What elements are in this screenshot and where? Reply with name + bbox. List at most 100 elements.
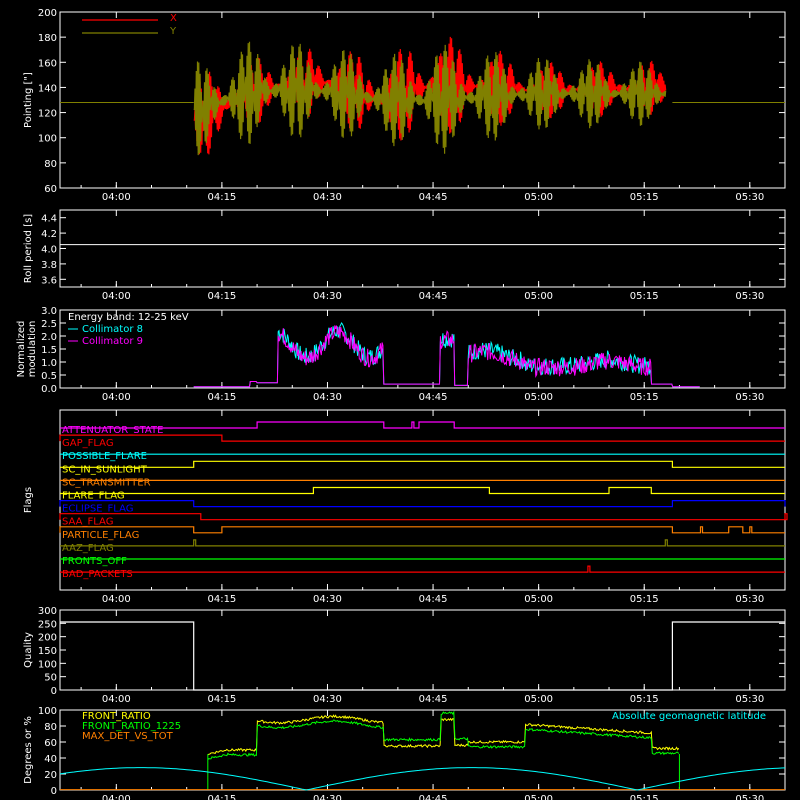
y-tick-label: 0.0	[41, 384, 57, 395]
flag-label: BAD_PACKETS	[62, 569, 133, 580]
x-tick-label: 04:15	[207, 192, 236, 203]
legend-label-collimator-8: Collimator 8	[82, 324, 143, 335]
legend-label-max-det-vs-tot: MAX_DET_VS_TOT	[82, 731, 174, 742]
flag-label: AAZ_FLAG	[62, 543, 114, 554]
x-tick-label: 05:30	[735, 192, 764, 203]
y-tick-label: 4.0	[41, 245, 57, 256]
y-tick-label: 250	[38, 619, 57, 630]
x-tick-label: 04:15	[207, 694, 236, 705]
y-tick-label: 0	[51, 786, 57, 797]
panel-ratios: 04:00 04:15 04:30 04:45 05:00 05:15 05:30 Degre…	[23, 706, 786, 800]
x-tick-label: 05:00	[524, 291, 553, 302]
flag-label: ATTENUATOR_STATE	[62, 425, 163, 436]
y-tick-label: 60	[44, 184, 57, 195]
y-tick-label: 150	[38, 646, 57, 657]
y-tick-label: 20	[44, 770, 57, 781]
x-tick-label: 05:00	[524, 392, 553, 403]
flag-label: SC_TRANSMITTER	[62, 477, 151, 488]
y-tick-label: 160	[38, 58, 57, 69]
y-tick-label: 50	[44, 673, 57, 684]
y-tick-label: 1.0	[41, 358, 57, 369]
flag-line-saa-flag	[59, 513, 788, 521]
flag-line-attenuator-state	[60, 421, 785, 429]
y-axis-label: Degrees or %	[23, 716, 34, 784]
y-axis-label: Pointing ["]	[23, 72, 34, 128]
legend-label-y: Y	[169, 26, 177, 37]
y-tick-label: 100	[38, 659, 57, 670]
x-tick-label: 04:30	[313, 392, 342, 403]
flag-line-flare-flag	[60, 486, 785, 495]
x-tick-label: 04:00	[102, 192, 131, 203]
x-tick-label: 04:30	[313, 291, 342, 302]
y-tick-label: 40	[44, 754, 57, 765]
y-tick-label: 200	[38, 633, 57, 644]
flag-line-bad-packets	[60, 565, 785, 573]
y-tick-label: 3.8	[41, 260, 57, 271]
y-tick-label: 3.6	[41, 275, 57, 286]
y-axis-label: Normalizedmodulation	[16, 321, 38, 378]
x-tick-label: 04:45	[419, 291, 448, 302]
panel-pointing: 04:00 04:15 04:30 04:45 05:00 05:15 05:30 Point…	[23, 8, 786, 203]
y-axis-label: Quality	[23, 632, 34, 668]
flag-label: SAA_FLAG	[62, 517, 113, 528]
x-tick-label: 05:30	[735, 694, 764, 705]
y-tick-label: 300	[38, 606, 57, 617]
y-tick-label: 3.0	[41, 306, 57, 317]
x-tick-label: 04:15	[207, 392, 236, 403]
x-tick-label: 04:00	[102, 794, 131, 800]
x-tick-label: 04:45	[419, 192, 448, 203]
flag-label: FRONTS_OFF	[62, 556, 127, 567]
x-tick-label: 05:00	[524, 794, 553, 800]
flag-label: ECLIPSE_FLAG	[62, 504, 133, 515]
x-tick-label: 05:00	[524, 594, 553, 605]
x-tick-label: 05:15	[630, 694, 659, 705]
x-tick-label: 05:15	[630, 392, 659, 403]
x-tick-label: 04:30	[313, 694, 342, 705]
x-tick-label: 05:15	[630, 794, 659, 800]
flag-label: FLARE_FLAG	[62, 491, 125, 502]
x-tick-label: 05:30	[735, 392, 764, 403]
y-tick-label: 100	[38, 706, 57, 717]
flag-line-sc-in-sunlight	[60, 460, 785, 468]
y-tick-label: 120	[38, 109, 57, 120]
flag-label: PARTICLE_FLAG	[62, 530, 139, 541]
y-axis-label: Roll period [s]	[23, 214, 34, 283]
x-tick-label: 04:45	[419, 694, 448, 705]
x-tick-label: 04:00	[102, 694, 131, 705]
y-tick-label: 80	[44, 722, 57, 733]
x-tick-label: 04:15	[207, 794, 236, 800]
y-tick-label: 100	[38, 134, 57, 145]
legend-label-x: X	[170, 13, 177, 24]
x-tick-label: 05:30	[735, 594, 764, 605]
y-axis-label-line: Normalized	[16, 321, 27, 378]
legend-label-front-ratio-1225: FRONT_RATIO_1225	[82, 721, 181, 732]
series-y-line	[193, 41, 667, 156]
y-tick-label: 200	[38, 8, 57, 19]
panel-modulation: 04:00 04:15 04:30 04:45 05:00 05:15 05:30 Norma…	[16, 306, 786, 403]
panel-frame	[59, 11, 786, 189]
legend-label-geomagnetic-latitude: Absolute geomagnetic latitude	[612, 711, 766, 722]
panel-flags: 04:00 04:15 04:30 04:45 05:00 05:15 05:30 Flags…	[23, 409, 788, 605]
flag-label: GAP_FLAG	[62, 438, 114, 449]
x-tick-label: 04:15	[207, 291, 236, 302]
flag-label: POSSIBLE_FLARE	[62, 451, 147, 462]
x-tick-label: 05:15	[630, 594, 659, 605]
x-tick-label: 04:45	[419, 794, 448, 800]
x-tick-label: 05:30	[735, 291, 764, 302]
y-tick-label: 140	[38, 83, 57, 94]
x-tick-label: 04:00	[102, 392, 131, 403]
front-ratio-line	[207, 714, 680, 756]
x-tick-label: 04:15	[207, 594, 236, 605]
y-tick-label: 60	[44, 738, 57, 749]
x-tick-label: 04:00	[102, 594, 131, 605]
geomagnetic-latitude-line	[59, 767, 786, 791]
y-tick-label: 0	[51, 686, 57, 697]
x-tick-label: 04:45	[419, 594, 448, 605]
x-tick-label: 05:00	[524, 192, 553, 203]
x-tick-label: 04:30	[313, 192, 342, 203]
y-tick-label: 180	[38, 33, 57, 44]
x-tick-label: 04:45	[419, 392, 448, 403]
y-axis-label-line: modulation	[27, 321, 38, 378]
